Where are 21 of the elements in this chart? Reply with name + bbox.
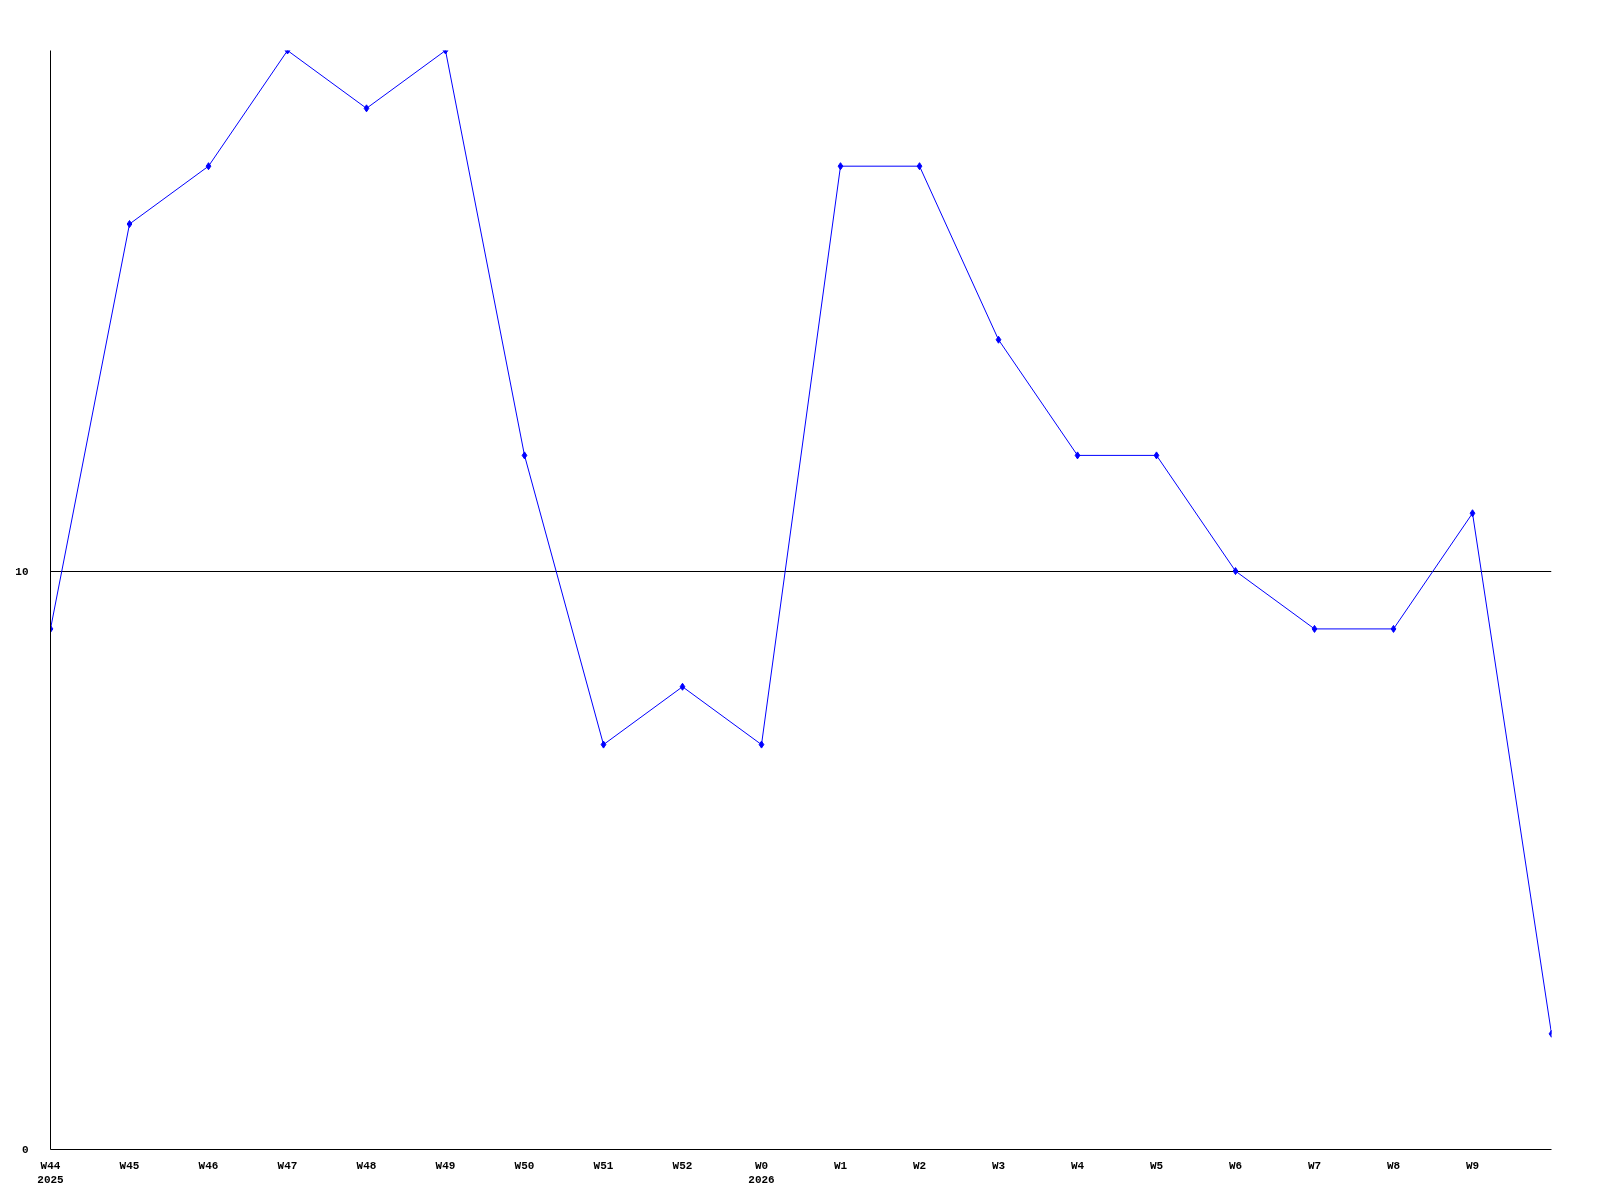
x-tick-label: W44 2025 [37,1159,65,1186]
y-tick-label: 10 [15,565,29,578]
x-tick-label: W51 [593,1159,614,1172]
x-tick-label: W2 [912,1159,927,1172]
x-tick-label: W7 [1307,1159,1322,1172]
x-tick-label: W45 [119,1159,140,1172]
x-tick-label: W3 [991,1159,1006,1172]
x-tick-label: W1 [833,1159,848,1172]
x-tick-label: W8 [1386,1159,1401,1172]
x-tick-label: W5 [1149,1159,1164,1172]
x-tick-label: W47 [277,1159,298,1172]
x-tick-label: W49 [435,1159,456,1172]
x-tick-label: W50 [514,1159,535,1172]
x-tick-label: W6 [1228,1159,1243,1172]
x-tick-label: W0 2026 [748,1159,775,1186]
x-tick-label: W4 [1070,1159,1085,1172]
x-tick-label: W48 [356,1159,377,1172]
x-tick-label: W9 [1465,1159,1480,1172]
y-tick-label: 0 [21,1144,29,1156]
x-tick-label: W46 [198,1159,219,1172]
x-tick-label: W52 [672,1159,693,1172]
